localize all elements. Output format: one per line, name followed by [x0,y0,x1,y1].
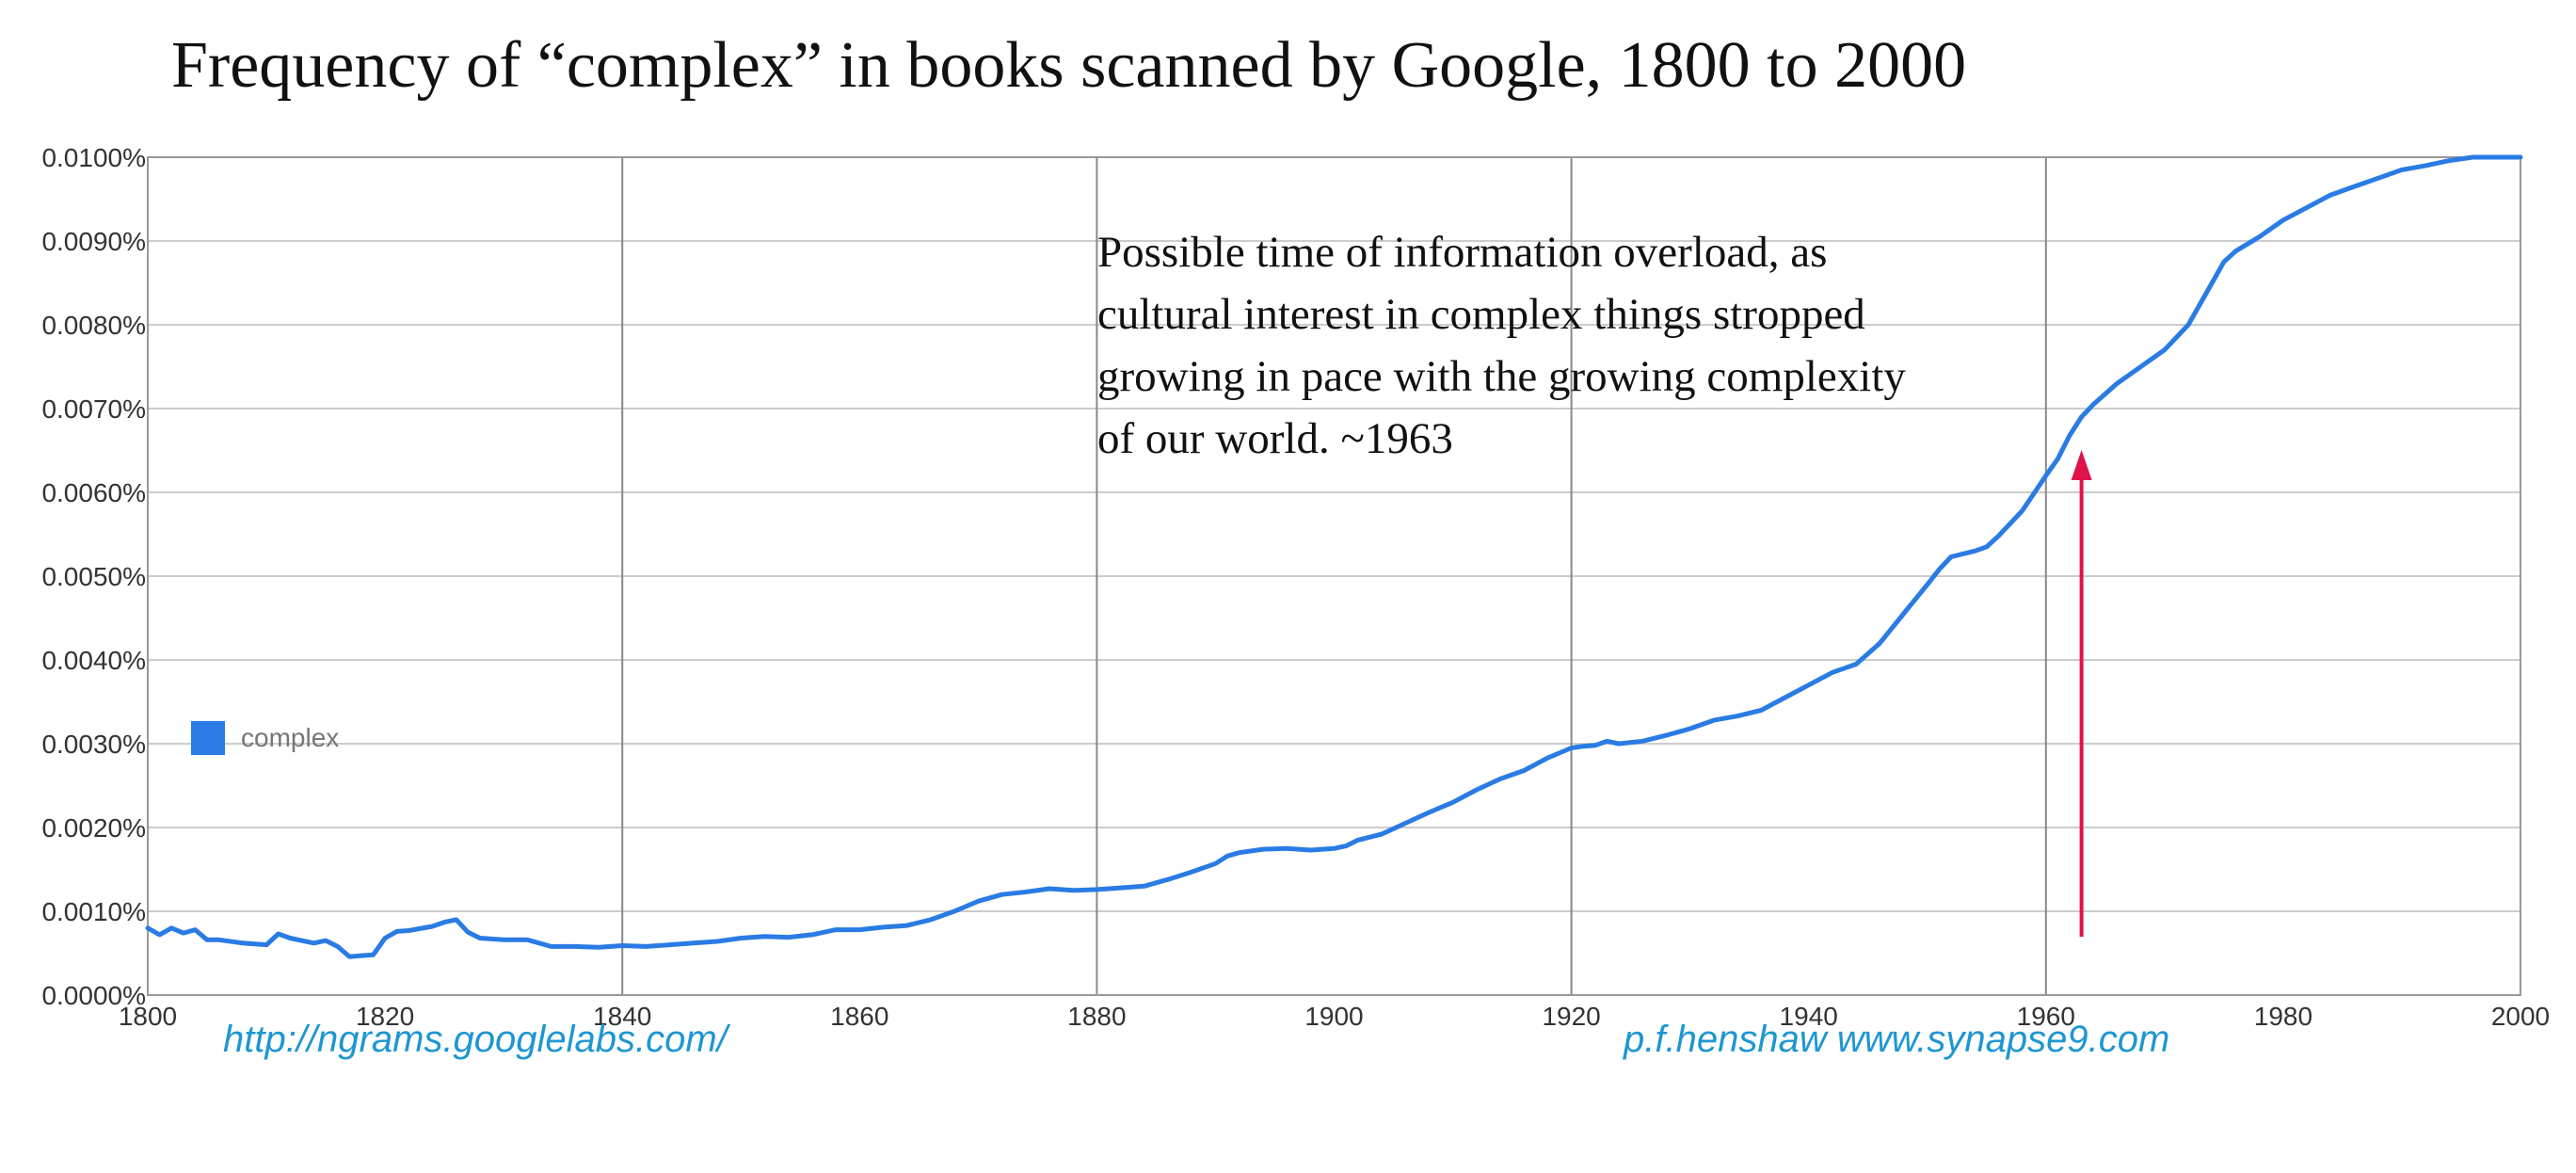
y-tick-label: 0.0080% [41,311,146,340]
y-tick-label: 0.0040% [41,646,146,675]
annotation-arrow [2071,450,2092,937]
x-tick-label: 1900 [1304,1002,1363,1031]
chart-title: Frequency of “complex” in books scanned … [171,29,1967,102]
y-tick-label: 0.0020% [41,813,146,843]
annotation-text: Possible time of information overload, a… [1097,221,1906,470]
x-tick-label: 1980 [2254,1002,2312,1031]
x-tick-label: 2000 [2491,1002,2550,1031]
x-tick-label: 1960 [2017,1002,2075,1031]
annotation-line: growing in pace with the growing complex… [1097,352,1906,401]
x-tick-label: 1840 [593,1002,651,1031]
source-link[interactable]: http://ngrams.googlelabs.com/ [223,1019,728,1060]
annotation-line: Possible time of information overload, a… [1097,228,1828,277]
x-tick-label: 1920 [1542,1002,1600,1031]
series-line-complex [145,154,2523,959]
y-tick-label: 0.0100% [41,143,146,172]
y-axis-ticks: 0.0000% 0.0010% 0.0020% 0.0030% 0.0040% 0.005… [41,143,146,1010]
y-tick-label: 0.0000% [41,981,146,1010]
y-tick-label: 0.0090% [41,227,146,256]
annotation-line: cultural interest in complex things stro… [1097,290,1865,339]
y-tick-label: 0.0070% [41,394,146,424]
series-layer [145,154,2523,959]
legend-swatch [191,721,225,755]
plot-frame [147,156,2521,996]
annotation-line: of our world. ~1963 [1097,414,1453,463]
credit-link[interactable]: p.f.henshaw www.synapse9.com [1624,1019,2170,1060]
y-tick-label: 0.0010% [41,897,146,926]
x-tick-label: 1800 [119,1002,177,1031]
arrow-head [2071,450,2092,480]
y-tick-label: 0.0050% [41,562,146,591]
x-tick-label: 1940 [1780,1002,1838,1031]
y-tick-label: 0.0030% [41,730,146,759]
x-tick-label: 1860 [830,1002,888,1031]
legend: complex [191,721,339,755]
legend-label: complex [241,723,339,752]
y-tick-label: 0.0060% [41,478,146,507]
x-tick-label: 1880 [1067,1002,1126,1031]
x-tick-label: 1820 [356,1002,414,1031]
x-axis-ticks: 1800 1820 1840 1860 1880 1900 1920 1940 1960 1980… [119,1002,2550,1031]
